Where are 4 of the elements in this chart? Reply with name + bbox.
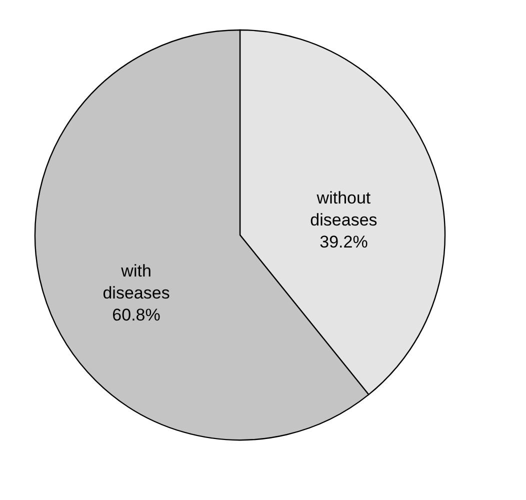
slice-label: with diseases bbox=[102, 262, 170, 303]
slice-label: without diseases bbox=[310, 188, 378, 230]
data-label: 60.8% bbox=[112, 306, 160, 325]
data-label: 39.2% bbox=[320, 232, 368, 252]
